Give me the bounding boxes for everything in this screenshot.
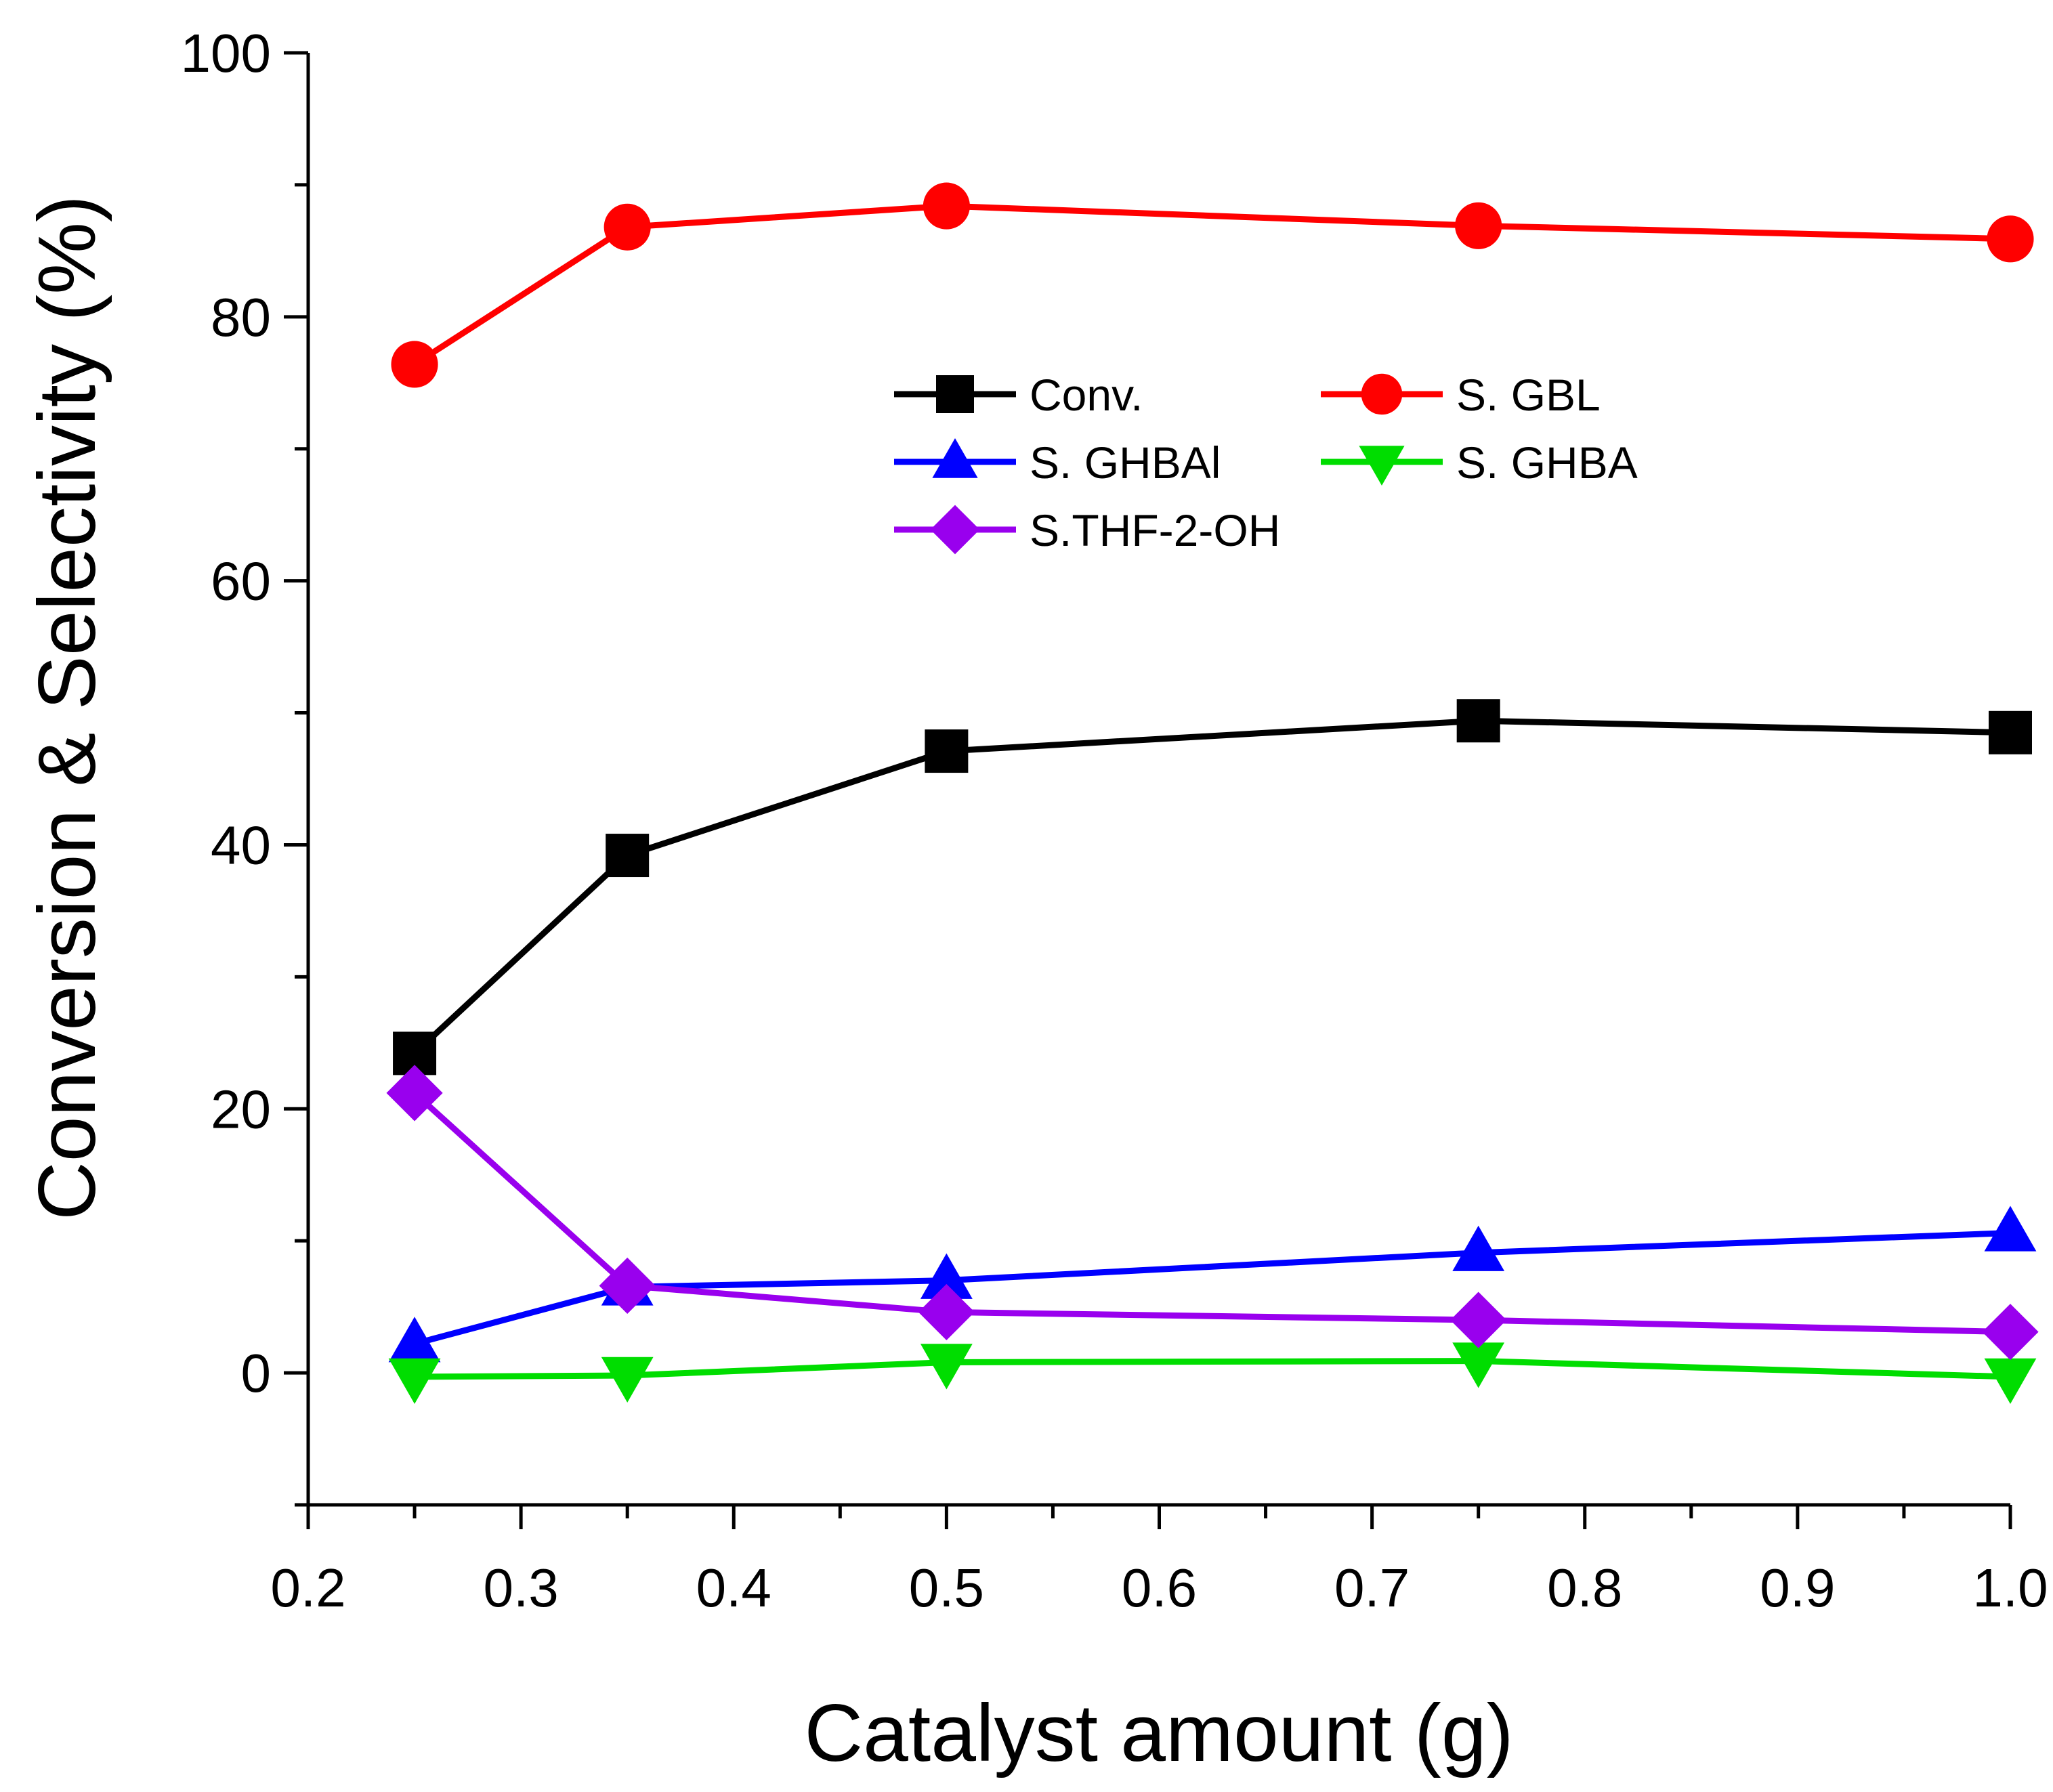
x-axis-ticks: 0.2 0.3 0.4 0.5 0.6 0.7 0.8 0.9 1.0 bbox=[270, 1505, 2048, 1618]
y-axis-title: Conversion & Selectivity (%) bbox=[22, 195, 112, 1220]
series-s-thf-2-oh bbox=[386, 1065, 2039, 1361]
legend-swatch-marker bbox=[930, 505, 980, 555]
legend: Conv. S. GBL S. GHBAl S. GHBA S.THF-2-OH bbox=[894, 370, 1638, 555]
legend-item: Conv. bbox=[894, 370, 1143, 420]
data-point bbox=[388, 1358, 441, 1404]
data-point bbox=[1456, 699, 1500, 743]
legend-label: S. GHBAl bbox=[1030, 438, 1221, 488]
data-point bbox=[1982, 1304, 2039, 1361]
x-tick-label: 0.2 bbox=[270, 1558, 345, 1618]
x-axis-title: Catalyst amount (g) bbox=[804, 1688, 1513, 1778]
y-tick-label: 80 bbox=[211, 287, 271, 347]
x-tick-label: 1.0 bbox=[1972, 1558, 2048, 1618]
legend-swatch-marker bbox=[932, 438, 978, 478]
data-point bbox=[1455, 202, 1502, 249]
data-point bbox=[923, 182, 970, 230]
y-tick-label: 40 bbox=[211, 815, 271, 875]
data-point bbox=[604, 203, 651, 251]
data-point bbox=[388, 1317, 441, 1363]
data-point bbox=[606, 834, 650, 878]
legend-swatch-marker bbox=[936, 375, 974, 413]
data-point bbox=[918, 1283, 975, 1341]
x-tick-label: 0.6 bbox=[1122, 1558, 1197, 1618]
series-s-gbl bbox=[391, 182, 2034, 388]
series-line bbox=[412, 1090, 2011, 1336]
y-tick-label: 60 bbox=[211, 551, 271, 612]
legend-label: S.THF-2-OH bbox=[1030, 505, 1280, 555]
y-tick-label: 20 bbox=[211, 1079, 271, 1139]
data-point bbox=[920, 1344, 973, 1390]
legend-swatch-marker bbox=[1361, 373, 1403, 415]
series-line bbox=[412, 717, 2011, 1056]
legend-label: Conv. bbox=[1030, 370, 1143, 420]
data-point bbox=[386, 1065, 443, 1122]
x-tick-label: 0.3 bbox=[484, 1558, 559, 1618]
x-tick-label: 0.9 bbox=[1760, 1558, 1835, 1618]
series-s-ghba bbox=[388, 1342, 2037, 1404]
data-point bbox=[920, 1253, 973, 1299]
data-point bbox=[925, 729, 969, 773]
legend-item: S. GHBAl bbox=[894, 438, 1221, 488]
data-point bbox=[1984, 1358, 2037, 1404]
data-point bbox=[599, 1257, 656, 1315]
data-point bbox=[1452, 1342, 1505, 1388]
y-tick-label: 100 bbox=[181, 23, 271, 83]
series-conv bbox=[393, 699, 2032, 1075]
plot-series bbox=[386, 182, 2039, 1404]
x-tick-label: 0.4 bbox=[696, 1558, 771, 1618]
data-point bbox=[1450, 1292, 1507, 1348]
legend-swatch-marker bbox=[1359, 446, 1405, 486]
x-tick-label: 0.7 bbox=[1334, 1558, 1410, 1618]
legend-label: S. GBL bbox=[1456, 370, 1601, 420]
data-point bbox=[1989, 710, 2032, 754]
legend-item: S. GBL bbox=[1321, 370, 1601, 420]
data-point bbox=[1452, 1225, 1505, 1271]
data-point bbox=[1984, 1206, 2037, 1252]
x-tick-label: 0.8 bbox=[1547, 1558, 1622, 1618]
y-tick-label: 0 bbox=[241, 1343, 272, 1403]
data-point bbox=[391, 341, 438, 388]
series-line bbox=[412, 202, 2011, 367]
x-tick-label: 0.5 bbox=[909, 1558, 984, 1618]
legend-item: S. GHBA bbox=[1321, 438, 1638, 488]
legend-item: S.THF-2-OH bbox=[894, 505, 1280, 555]
data-point bbox=[1987, 215, 2034, 263]
y-axis-ticks: 0 20 40 60 80 100 bbox=[181, 23, 308, 1507]
data-point bbox=[601, 1357, 654, 1403]
legend-label: S. GHBA bbox=[1456, 438, 1638, 488]
series-line bbox=[415, 1358, 2011, 1380]
